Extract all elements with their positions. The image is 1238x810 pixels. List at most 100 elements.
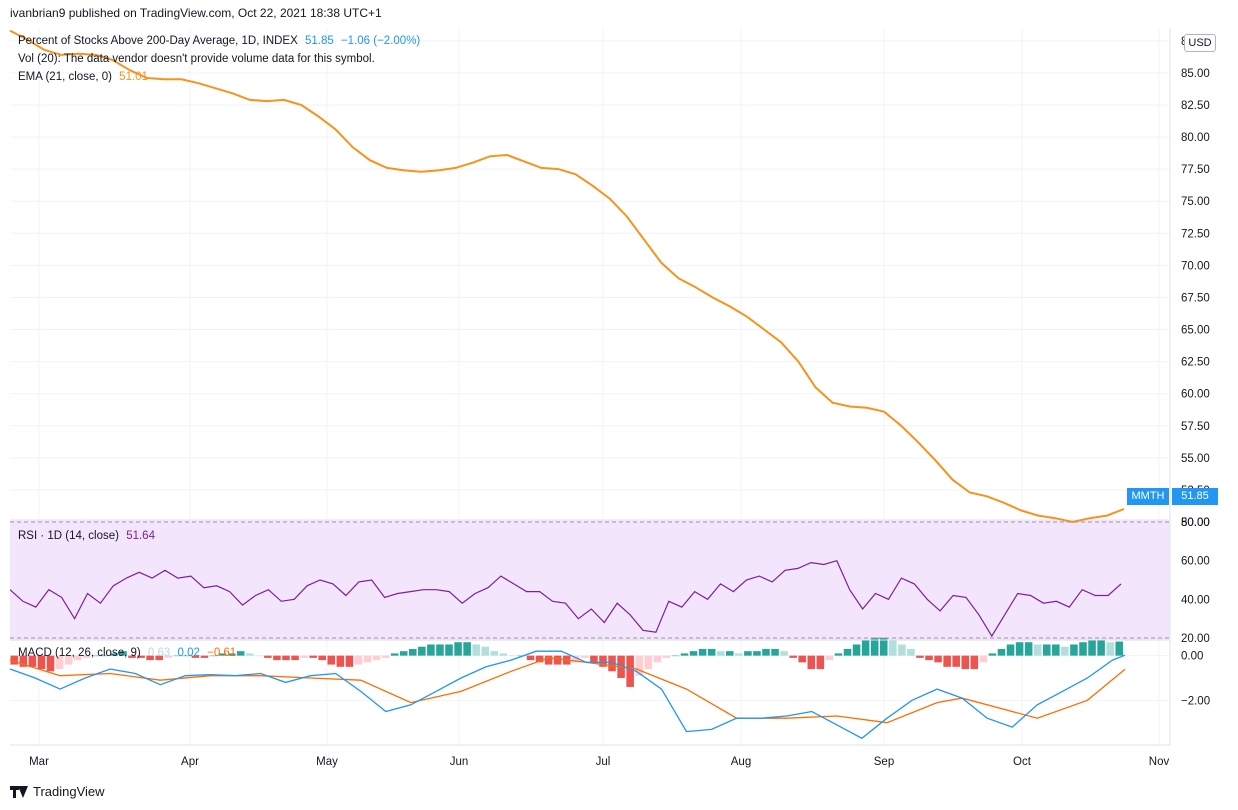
main-legend[interactable]: Percent of Stocks Above 200-Day Average,…: [18, 35, 424, 47]
macd-histogram-bar: [218, 653, 227, 656]
macd-histogram-bar: [490, 651, 499, 656]
macd-histogram-bar: [1042, 644, 1051, 656]
macd-histogram: [10, 637, 1123, 687]
macd-histogram-bar: [164, 655, 173, 658]
macd-histogram-bar: [381, 655, 390, 658]
macd-histogram-bar: [28, 655, 37, 667]
macd-histogram-bar: [37, 655, 46, 670]
macd-axis[interactable]: −2.00 0.00: [1181, 651, 1210, 708]
macd-histogram-bar: [173, 655, 182, 657]
time-tick-label: Sep: [874, 756, 894, 768]
ema-legend[interactable]: EMA (21, close, 0) 51.01: [18, 71, 152, 83]
macd-histogram-bar: [92, 655, 100, 657]
macd-histogram-bar: [1024, 642, 1033, 656]
macd-histogram-bar: [653, 655, 662, 663]
macd-histogram-bar: [780, 651, 788, 656]
macd-histogram-bar: [816, 655, 825, 670]
macd-histogram-bar: [255, 655, 263, 657]
price-tick-label: 70.00: [1181, 260, 1210, 272]
macd-histogram-bar: [390, 653, 399, 656]
macd-histogram-bar: [544, 655, 553, 665]
price-tick-label: 62.50: [1181, 357, 1210, 369]
macd-histogram-bar: [1079, 642, 1087, 656]
macd-histogram-bar: [137, 655, 145, 658]
macd-histogram-bar: [590, 655, 598, 663]
macd-histogram-bar: [1015, 642, 1024, 656]
rsi-series: [9, 559, 1122, 638]
macd-histogram-bar: [879, 637, 888, 656]
macd-histogram-bar: [662, 655, 671, 658]
macd-line: [9, 650, 1126, 740]
footer-brand[interactable]: TradingView: [10, 784, 105, 799]
macd-histogram-bar: [1033, 644, 1042, 656]
macd-histogram-bar: [707, 648, 716, 656]
published-by-line: ivanbrian9 published on TradingView.com,…: [10, 6, 382, 20]
macd-histogram-bar: [807, 655, 816, 670]
macd-histogram-bar: [943, 655, 951, 667]
macd-histogram-bar: [454, 642, 462, 656]
macd-histogram-bar: [110, 653, 118, 656]
macd-histogram-bar: [898, 644, 906, 656]
macd-histogram-bar: [599, 655, 607, 667]
macd-histogram-bar: [753, 651, 761, 656]
macd-histogram-bar: [852, 644, 861, 656]
macd-histogram-bar: [399, 651, 408, 656]
macd-histogram-bar: [236, 651, 245, 656]
macd-legend[interactable]: MACD (12, 26, close, 9) 0.63 0.02 −0.61: [18, 647, 240, 659]
time-axis[interactable]: Mar Apr May Jun Jul Aug Sep Oct Nov: [10, 744, 1170, 768]
price-tick-label: 55.00: [1181, 453, 1210, 465]
symbol-ticker-tag: MMTH: [1127, 488, 1169, 505]
macd-histogram-bar: [716, 651, 725, 656]
macd-histogram-bar: [907, 648, 915, 656]
macd-histogram-bar: [155, 655, 163, 661]
macd-histogram-bar: [309, 655, 317, 658]
macd-histogram-bar: [698, 648, 707, 656]
rsi-label: RSI · 1D (14, close): [18, 530, 119, 542]
macd-histogram-bar: [735, 653, 743, 656]
macd-tick-label: 0.00: [1181, 651, 1203, 663]
time-tick-label: Oct: [1013, 756, 1032, 768]
macd-histogram-bar: [101, 655, 109, 657]
macd-histogram-bar: [336, 655, 345, 667]
macd-histogram-bar: [680, 653, 689, 656]
macd-histogram-bar: [264, 655, 272, 658]
macd-histogram-bar: [744, 651, 752, 656]
price-tick-label: 77.50: [1181, 164, 1210, 176]
macd-histogram-bar: [916, 655, 924, 658]
pane-separators: [10, 521, 1170, 641]
macd-histogram-bar: [798, 655, 807, 663]
macd-histogram-bar: [725, 651, 734, 656]
volume-note: Vol (20): The data vendor doesn't provid…: [18, 53, 375, 65]
macd-histogram-bar: [10, 655, 19, 665]
time-tick-label: Aug: [731, 756, 751, 768]
macd-label: MACD (12, 26, close, 9): [18, 647, 141, 659]
macd-signal-value: −0.61: [207, 647, 237, 659]
rsi-axis[interactable]: 20.00 40.00 60.00 80.00: [1181, 517, 1210, 645]
price-tick-label: 57.50: [1181, 421, 1210, 433]
rsi-tick-label: 80.00: [1181, 517, 1210, 529]
macd-histogram-bar: [191, 655, 200, 658]
macd-histogram-bar: [318, 655, 326, 661]
rsi-line: [9, 559, 1122, 638]
macd-histogram-bar: [436, 644, 444, 656]
macd-signal-line: [9, 657, 1126, 724]
volume-legend[interactable]: Vol (20): The data vendor doesn't provid…: [18, 53, 379, 65]
macd-histogram-bar: [581, 655, 589, 658]
currency-button[interactable]: USD: [1184, 34, 1216, 52]
macd-histogram-bar: [1088, 640, 1096, 656]
time-tick-label: Jul: [596, 756, 611, 768]
rsi-tick-label: 20.00: [1181, 633, 1210, 645]
price-tick-label: 65.00: [1181, 325, 1210, 337]
macd-histogram-bar: [418, 646, 426, 656]
rsi-tick-label: 60.00: [1181, 556, 1210, 568]
macd-histogram-bar: [870, 637, 879, 656]
symbol-title: Percent of Stocks Above 200-Day Average,…: [18, 35, 298, 47]
macd-histogram-bar: [245, 653, 254, 656]
rsi-band-fill: [10, 519, 1170, 641]
price-tick-label: 72.50: [1181, 228, 1210, 240]
macd-histogram-bar: [273, 655, 281, 661]
rsi-legend[interactable]: RSI · 1D (14, close) 51.64: [18, 530, 159, 542]
macd-histogram-bar: [644, 655, 653, 670]
macd-histogram-bar: [843, 648, 852, 656]
